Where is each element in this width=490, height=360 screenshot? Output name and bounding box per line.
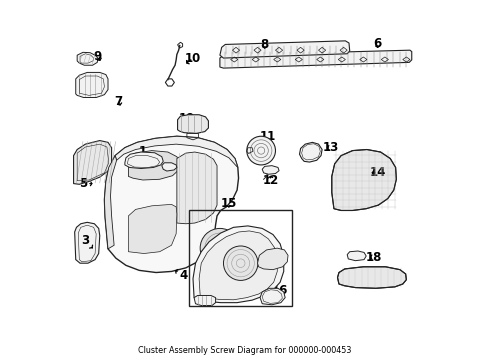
Polygon shape (177, 152, 217, 224)
Polygon shape (162, 163, 177, 171)
Text: 3: 3 (81, 234, 93, 248)
Text: 13: 13 (323, 141, 339, 154)
Text: 6: 6 (373, 37, 382, 50)
Polygon shape (220, 41, 350, 58)
Text: 16: 16 (272, 284, 288, 297)
Polygon shape (193, 226, 284, 303)
Text: 15: 15 (220, 197, 237, 210)
Text: Cluster Assembly Screw Diagram for 000000-000453: Cluster Assembly Screw Diagram for 00000… (138, 346, 352, 355)
Polygon shape (332, 149, 396, 211)
Polygon shape (220, 50, 412, 68)
Text: 7: 7 (115, 95, 123, 108)
Text: 11: 11 (260, 130, 276, 143)
Polygon shape (74, 140, 112, 184)
Polygon shape (128, 204, 177, 253)
Polygon shape (76, 72, 108, 98)
Polygon shape (338, 267, 406, 288)
Polygon shape (262, 166, 279, 174)
Text: 17: 17 (195, 284, 211, 297)
Polygon shape (260, 288, 285, 305)
Text: 19: 19 (179, 112, 195, 125)
Polygon shape (194, 296, 216, 306)
Text: 18: 18 (366, 251, 382, 264)
Text: 4: 4 (176, 269, 188, 282)
Polygon shape (77, 52, 98, 65)
Text: 12: 12 (263, 174, 279, 187)
Text: 1: 1 (139, 145, 153, 161)
Text: 5: 5 (79, 177, 92, 190)
Circle shape (223, 246, 258, 280)
Text: 10: 10 (185, 51, 201, 64)
Text: 8: 8 (261, 38, 269, 51)
Polygon shape (347, 251, 366, 261)
Text: 14: 14 (369, 166, 386, 179)
Text: 20: 20 (366, 270, 382, 283)
Circle shape (200, 228, 240, 268)
Polygon shape (177, 115, 208, 134)
Polygon shape (128, 150, 180, 180)
Polygon shape (125, 152, 163, 168)
Circle shape (247, 136, 275, 165)
Polygon shape (115, 136, 238, 167)
Polygon shape (104, 136, 239, 273)
Polygon shape (74, 222, 100, 263)
Polygon shape (299, 142, 322, 162)
Text: 9: 9 (94, 50, 102, 63)
Polygon shape (199, 231, 277, 300)
Polygon shape (258, 248, 288, 270)
Polygon shape (104, 156, 117, 249)
Text: 2: 2 (164, 157, 172, 170)
